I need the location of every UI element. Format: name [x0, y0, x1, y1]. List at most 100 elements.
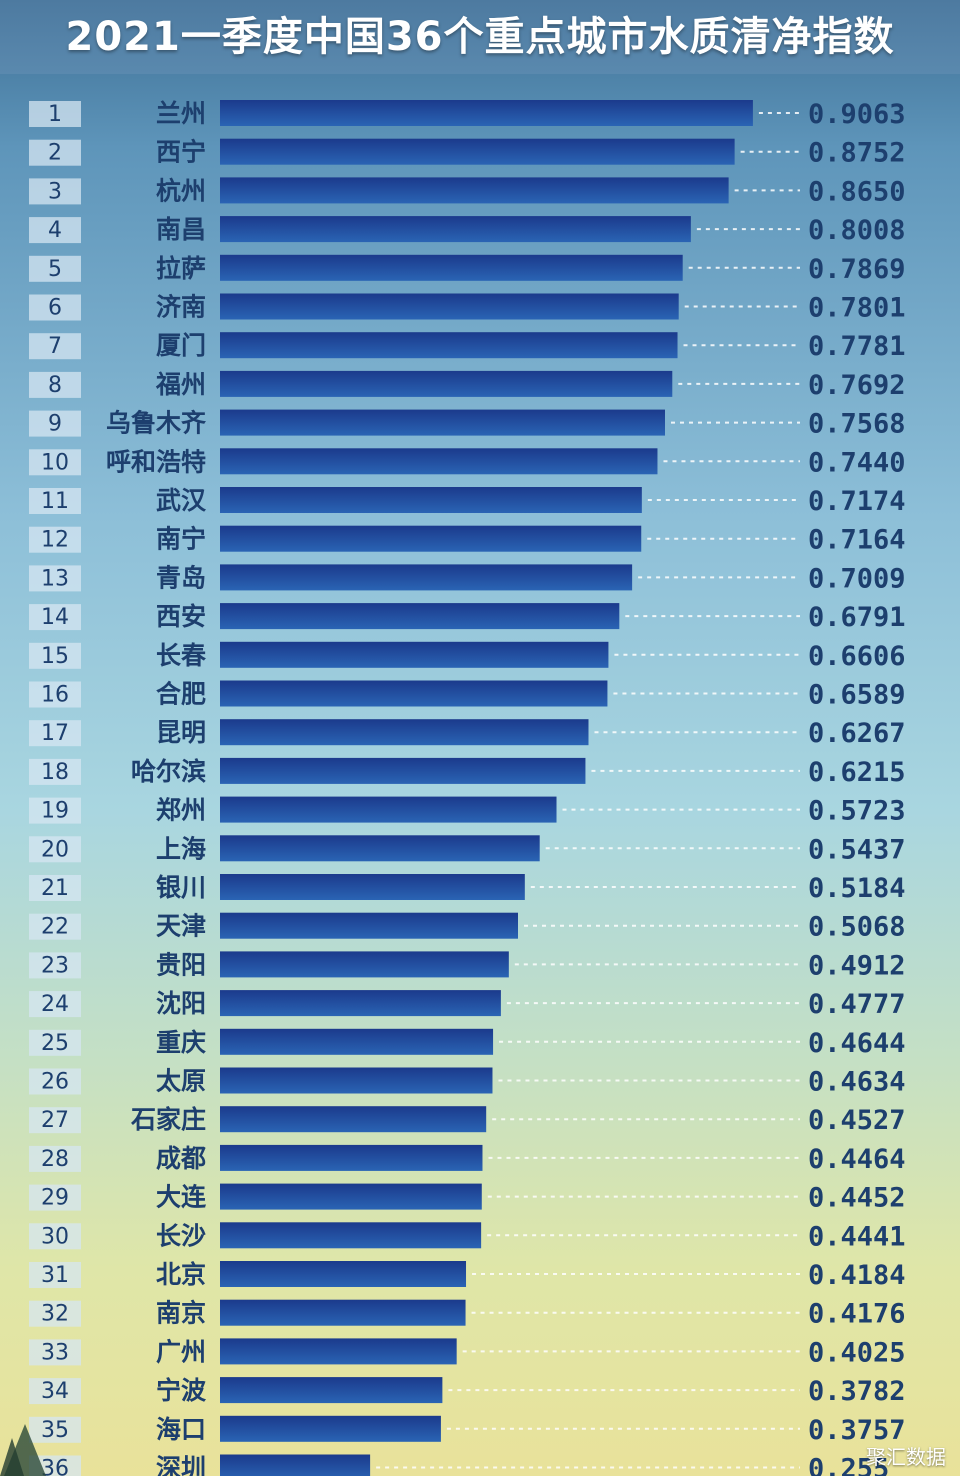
value-label: 0.4441 — [808, 1221, 906, 1252]
rank-badge — [29, 1223, 81, 1250]
bar — [220, 835, 540, 862]
rank-label: 18 — [41, 760, 69, 785]
value-label: 0.7568 — [808, 409, 906, 440]
bar — [220, 1222, 482, 1249]
value-label: 0.4634 — [808, 1067, 906, 1098]
value-label: 0.255 — [808, 1454, 889, 1476]
category-label: 成都 — [156, 1144, 206, 1173]
rank-label: 32 — [41, 1302, 69, 1327]
bar — [220, 293, 679, 320]
bar — [220, 1106, 487, 1133]
rank-label: 12 — [41, 528, 69, 553]
bar — [220, 990, 501, 1017]
bar — [220, 641, 609, 668]
category-label: 海口 — [156, 1415, 206, 1444]
category-label: 大连 — [156, 1183, 207, 1212]
value-label: 0.4527 — [808, 1105, 906, 1136]
category-label: 厦门 — [156, 331, 206, 360]
rank-badge — [29, 217, 81, 244]
bar — [220, 138, 735, 165]
value-label: 0.6215 — [808, 757, 906, 788]
bar — [220, 564, 633, 591]
rank-label: 21 — [41, 876, 69, 901]
value-label: 0.8008 — [808, 215, 906, 246]
rank-badge — [29, 139, 81, 166]
bar — [220, 1338, 457, 1365]
bar — [220, 1028, 494, 1055]
bar — [220, 1377, 443, 1404]
bar — [220, 796, 557, 823]
category-label: 上海 — [156, 834, 206, 863]
value-label: 0.6791 — [808, 602, 906, 633]
rank-badge — [29, 449, 81, 476]
category-label: 西安 — [156, 602, 206, 631]
bar — [220, 1454, 371, 1476]
category-label: 济南 — [156, 293, 206, 322]
rank-badge — [29, 101, 81, 127]
rank-badge — [29, 488, 81, 514]
rank-badge — [29, 410, 81, 437]
rank-label: 36 — [41, 1457, 69, 1476]
category-label: 银川 — [156, 873, 206, 902]
category-label: 哈尔滨 — [131, 757, 206, 786]
category-label: 呼和浩特 — [106, 447, 206, 476]
category-label: 杭州 — [156, 176, 206, 205]
rank-badge — [29, 1107, 81, 1134]
value-label: 0.8650 — [808, 176, 906, 207]
rank-label: 6 — [48, 296, 62, 321]
category-label: 天津 — [156, 912, 206, 941]
rank-badge — [29, 642, 81, 669]
rank-label: 1 — [48, 102, 62, 127]
bar — [220, 254, 683, 281]
bar — [220, 487, 642, 513]
bar — [220, 1183, 482, 1210]
category-label: 南京 — [156, 1299, 206, 1328]
title-banner — [0, 0, 960, 74]
category-label: 昆明 — [156, 718, 206, 747]
rank-label: 34 — [41, 1379, 69, 1404]
rank-badge — [29, 991, 81, 1018]
rank-label: 3 — [48, 179, 62, 204]
bar — [220, 100, 753, 126]
value-label: 0.8752 — [808, 138, 906, 169]
rank-label: 29 — [41, 1186, 69, 1211]
tree-decoration — [0, 1424, 46, 1476]
category-label: 太原 — [156, 1067, 206, 1096]
value-label: 0.5437 — [808, 834, 906, 865]
category-label: 贵阳 — [156, 950, 206, 979]
bar — [220, 912, 518, 939]
rank-label: 4 — [48, 218, 62, 243]
bar — [220, 448, 658, 475]
chart-title: 2021一季度中国36个重点城市水质清净指数 — [65, 14, 895, 60]
category-label: 深圳 — [156, 1454, 206, 1476]
rank-badge — [29, 720, 81, 747]
bar — [220, 370, 673, 397]
rank-label: 22 — [41, 915, 69, 940]
value-label: 0.7174 — [808, 486, 906, 517]
rank-badge — [29, 178, 81, 205]
value-label: 0.7781 — [808, 331, 906, 362]
watermark: 聚汇数据 — [866, 1445, 946, 1469]
value-label: 0.5723 — [808, 796, 906, 827]
category-label: 重庆 — [156, 1028, 206, 1057]
bar — [220, 1144, 483, 1171]
value-label: 0.4777 — [808, 989, 906, 1020]
rank-badge — [29, 1378, 81, 1405]
bar — [220, 525, 642, 552]
category-label: 乌鲁木齐 — [106, 409, 207, 438]
rank-badge — [29, 1029, 81, 1056]
bar — [220, 216, 691, 243]
value-label: 0.6267 — [808, 718, 906, 749]
rank-label: 28 — [41, 1147, 69, 1172]
bar — [220, 1067, 493, 1094]
value-label: 0.4912 — [808, 950, 906, 981]
category-label: 宁波 — [156, 1376, 207, 1405]
rank-badge — [29, 294, 81, 321]
rank-label: 13 — [41, 566, 69, 591]
value-label: 0.3757 — [808, 1415, 906, 1446]
value-label: 0.4452 — [808, 1183, 906, 1214]
rank-label: 20 — [41, 837, 69, 862]
bar — [220, 603, 620, 630]
value-label: 0.4184 — [808, 1260, 906, 1291]
bar — [220, 1299, 466, 1326]
